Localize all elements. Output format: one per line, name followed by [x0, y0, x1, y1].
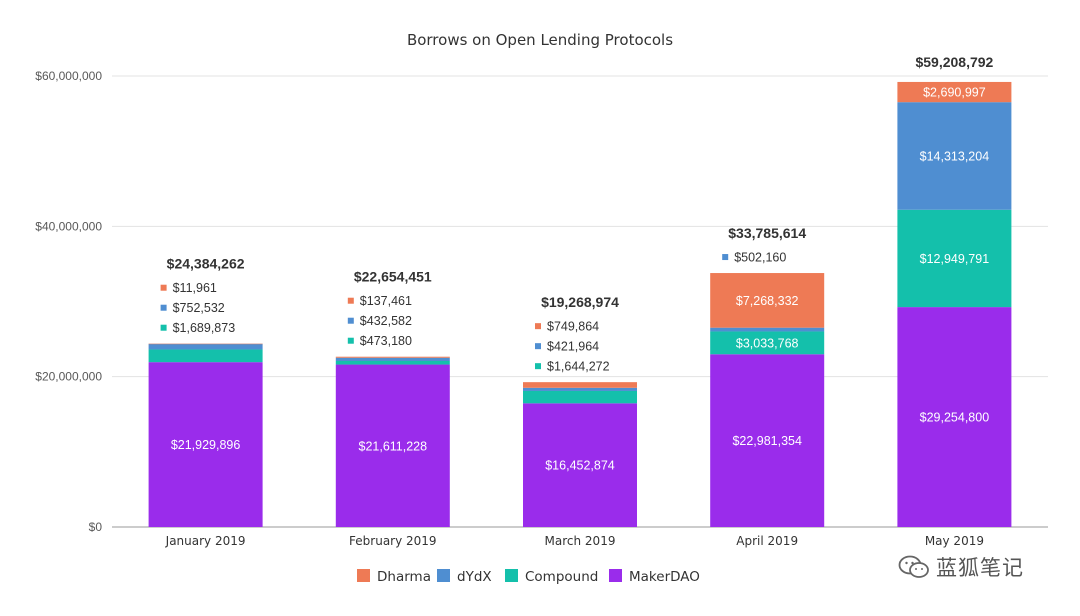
- bar-segment: [148, 343, 263, 345]
- bar-segment: [897, 209, 1012, 308]
- bar-segment: [710, 327, 825, 332]
- data-label: $1,689,873: [173, 321, 236, 335]
- legend-swatch: [609, 569, 622, 582]
- label-marker: [160, 324, 167, 331]
- label-marker: [535, 363, 541, 370]
- legend: Dharma dYdX Compound MakerDAO: [357, 569, 700, 585]
- label-marker: [535, 323, 541, 330]
- data-label: $749,864: [547, 320, 599, 334]
- total-label: $33,785,614: [728, 225, 806, 241]
- bar-segment: [897, 102, 1012, 210]
- data-label: $22,981,354: [732, 434, 802, 448]
- x-tick-label: February 2019: [349, 534, 437, 548]
- data-label: $2,690,997: [923, 86, 986, 100]
- data-label: $137,461: [360, 294, 412, 308]
- bar-segment: [335, 356, 450, 358]
- bar-segment: [710, 331, 825, 355]
- legend-swatch: [437, 569, 450, 582]
- total-label: $19,268,974: [541, 294, 619, 310]
- label-marker: [722, 254, 729, 261]
- bar-segment: [335, 360, 450, 365]
- bar-segment: [335, 357, 450, 361]
- bar-segment: [523, 382, 637, 388]
- bar-segment: [148, 343, 263, 350]
- y-tick-label: $20,000,000: [35, 370, 102, 384]
- legend-label: Compound: [525, 569, 598, 585]
- watermark: 蓝狐笔记: [898, 552, 1024, 582]
- bar-segment: [523, 390, 637, 404]
- bar-segment: [335, 364, 450, 527]
- label-marker: [160, 304, 167, 311]
- data-label: $29,254,800: [920, 411, 990, 425]
- chart-title: Borrows on Open Lending Protocols: [407, 31, 673, 49]
- legend-label: MakerDAO: [629, 569, 700, 585]
- x-axis: January 2019 February 2019 March 2019 April…: [165, 534, 984, 548]
- watermark-text: 蓝狐笔记: [936, 556, 1024, 580]
- legend-swatch: [505, 569, 518, 582]
- data-label: $16,452,874: [545, 459, 615, 473]
- y-tick-label: $0: [89, 520, 103, 534]
- data-label: $502,160: [734, 251, 786, 265]
- legend-swatch: [357, 569, 370, 582]
- bar-segment: [148, 362, 263, 527]
- bar-segment: [897, 81, 1012, 103]
- y-axis: $0 $20,000,000 $40,000,000 $60,000,000: [35, 69, 102, 534]
- total-label: $24,384,262: [167, 256, 245, 272]
- data-label: $11,961: [173, 281, 217, 295]
- data-label: $752,532: [173, 301, 225, 315]
- data-label: $7,268,332: [736, 294, 799, 308]
- bar-segment: [523, 387, 637, 391]
- data-label: $21,611,228: [359, 439, 428, 453]
- data-label: $432,582: [360, 314, 412, 328]
- data-label: $12,949,791: [920, 252, 990, 266]
- x-tick-label: April 2019: [736, 534, 798, 548]
- x-tick-label: May 2019: [925, 534, 984, 548]
- total-label: $59,208,792: [915, 54, 993, 70]
- x-tick-label: January 2019: [165, 534, 246, 548]
- data-label: $3,033,768: [736, 336, 799, 350]
- bar-segment: [523, 403, 637, 527]
- bar-segment: [897, 307, 1012, 527]
- bars: [148, 81, 1012, 527]
- data-label: $1,644,272: [547, 360, 610, 374]
- label-marker: [535, 343, 541, 350]
- label-marker: [160, 284, 167, 291]
- y-tick-label: $40,000,000: [35, 219, 102, 233]
- data-label: $14,313,204: [920, 149, 990, 163]
- data-label: $473,180: [360, 334, 412, 348]
- data-labels: $21,929,896 $1,689,873 $752,532 $11,961 $24,…: [160, 54, 994, 473]
- bar-segment: [148, 349, 263, 363]
- data-label: $421,964: [547, 340, 599, 354]
- bar-segment: [710, 273, 825, 328]
- legend-label: dYdX: [457, 569, 492, 585]
- data-label: $21,929,896: [171, 438, 241, 452]
- total-label: $22,654,451: [354, 269, 432, 285]
- wechat-icon: [898, 555, 929, 578]
- legend-label: Dharma: [377, 569, 431, 585]
- bar-segment: [710, 354, 825, 527]
- label-marker: [347, 297, 354, 304]
- x-tick-label: March 2019: [545, 534, 616, 548]
- label-marker: [347, 337, 354, 344]
- y-tick-label: $60,000,000: [35, 69, 102, 83]
- label-marker: [347, 317, 354, 324]
